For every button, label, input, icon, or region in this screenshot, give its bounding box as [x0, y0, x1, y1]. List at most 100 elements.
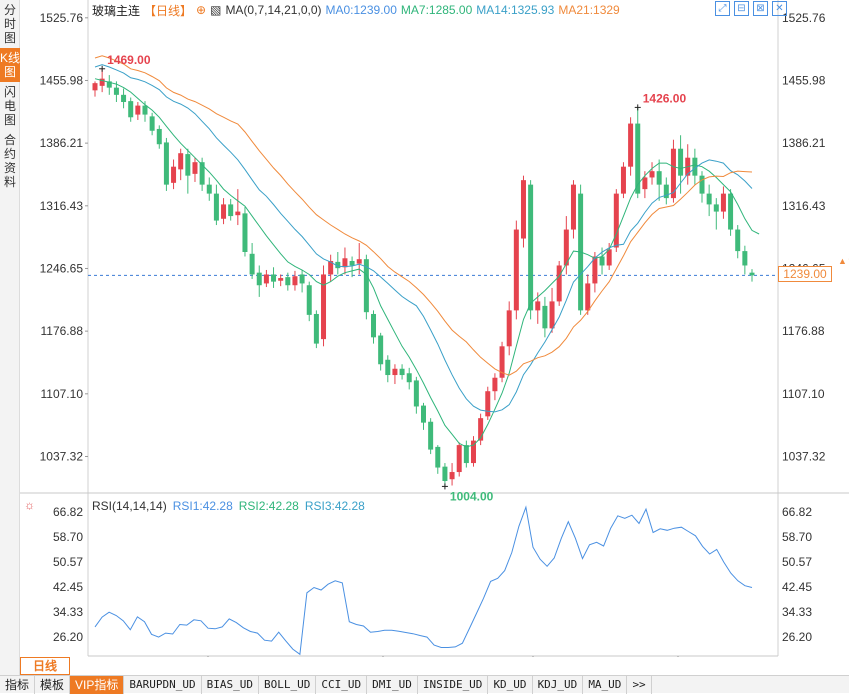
indicator-tab-1[interactable]: 模板 [35, 675, 71, 694]
minimize-icon[interactable]: ⊟ [734, 1, 749, 16]
candle-body[interactable] [613, 193, 619, 248]
candle-body[interactable] [335, 261, 341, 269]
indicator-tab-10[interactable]: KDJ_UD [533, 675, 584, 694]
candle-body[interactable] [113, 87, 119, 95]
candle-body[interactable] [478, 418, 484, 441]
candle-body[interactable] [620, 166, 626, 194]
indicator-tab-11[interactable]: MA_UD [583, 675, 628, 694]
candle-body[interactable] [185, 154, 191, 176]
candle-body[interactable] [606, 249, 612, 266]
candle-body[interactable] [306, 285, 312, 315]
indicator-tab-3[interactable]: BARUPDN_UD [124, 675, 202, 694]
candle-body[interactable] [149, 116, 155, 131]
sidebar-tab-0[interactable]: 分时图 [3, 3, 16, 45]
candle-body[interactable] [599, 256, 605, 266]
sidebar-tab-1[interactable]: K线图 [0, 48, 20, 82]
candle-body[interactable] [463, 445, 469, 464]
candle-body[interactable] [278, 278, 284, 281]
candle-body[interactable] [456, 445, 462, 473]
candle-body[interactable] [313, 313, 319, 344]
kline-chart[interactable]: 1525.76 1525.76 1455.98 1455.98 1386.21 1386.… [20, 0, 849, 657]
candle-body[interactable] [206, 184, 212, 194]
candle-body[interactable] [649, 171, 655, 178]
candle-body[interactable] [128, 101, 134, 118]
sidebar-tab-2[interactable]: 闪电图 [3, 85, 16, 127]
candle-body[interactable] [228, 204, 234, 217]
sidebar-tab-3[interactable]: 合约资料 [3, 133, 16, 189]
candle-body[interactable] [178, 153, 184, 170]
candle-body[interactable] [285, 277, 291, 286]
candle-body[interactable] [628, 123, 634, 167]
candle-body[interactable] [213, 193, 219, 221]
candle-body[interactable] [492, 377, 498, 392]
candle-body[interactable] [342, 258, 348, 268]
candle-body[interactable] [292, 276, 298, 286]
candle-body[interactable] [563, 229, 569, 266]
candle-body[interactable] [513, 229, 519, 311]
candle-body[interactable] [142, 105, 148, 115]
candle-body[interactable] [356, 259, 362, 264]
candle-body[interactable] [421, 405, 426, 423]
period-switch-icon[interactable]: ⊕ [196, 3, 207, 17]
candle-body[interactable] [99, 78, 105, 86]
ma-indicator-icon[interactable]: ▧ [210, 3, 222, 17]
candle-body[interactable] [549, 301, 555, 329]
expand-icon[interactable]: ⤢ [715, 1, 730, 16]
rsi-params-label[interactable]: RSI(14,14,14) [92, 499, 167, 513]
candle-body[interactable] [221, 204, 227, 219]
candle-body[interactable] [442, 466, 448, 482]
indicator-tab-0[interactable]: 指标 [0, 675, 36, 694]
candle-body[interactable] [349, 260, 355, 266]
candle-body[interactable] [470, 440, 476, 464]
candle-body[interactable] [363, 259, 369, 313]
candle-body[interactable] [121, 94, 127, 103]
candle-body[interactable] [235, 211, 241, 216]
candle-body[interactable] [249, 253, 255, 275]
indicator-tab-9[interactable]: KD_UD [488, 675, 533, 694]
candle-body[interactable] [299, 274, 305, 284]
candle-body[interactable] [720, 193, 726, 212]
candle-body[interactable] [520, 180, 526, 239]
candle-body[interactable] [535, 301, 541, 311]
candle-body[interactable] [256, 272, 262, 286]
candle-body[interactable] [570, 184, 576, 230]
candle-body[interactable] [435, 446, 441, 468]
candle-body[interactable] [585, 283, 591, 311]
candle-body[interactable] [670, 148, 676, 199]
indicator-tab-4[interactable]: BIAS_UD [202, 675, 259, 694]
candle-body[interactable] [163, 142, 169, 185]
candle-body[interactable] [635, 123, 641, 194]
candle-body[interactable] [728, 193, 734, 230]
indicator-tab-12[interactable]: >> [627, 675, 652, 694]
candle-body[interactable] [135, 105, 141, 115]
candle-body[interactable] [106, 81, 112, 88]
candle-body[interactable] [263, 274, 269, 284]
period-label[interactable]: 【日线】 [144, 3, 193, 18]
period-button[interactable]: 日线 [20, 657, 70, 675]
restore-icon[interactable]: ⊠ [753, 1, 768, 16]
candle-body[interactable] [592, 256, 598, 284]
candle-body[interactable] [556, 265, 562, 302]
candle-body[interactable] [706, 193, 712, 205]
candle-body[interactable] [378, 335, 384, 365]
candle-body[interactable] [528, 184, 534, 311]
candle-body[interactable] [92, 83, 98, 91]
candle-body[interactable] [399, 368, 405, 376]
candle-body[interactable] [506, 310, 512, 347]
candle-body[interactable] [713, 204, 719, 212]
candle-body[interactable] [156, 128, 162, 145]
candle-body[interactable] [678, 148, 684, 176]
candle-body[interactable] [321, 274, 327, 340]
price-tag-arrow-icon[interactable]: ▲▼ [838, 256, 849, 266]
candle-body[interactable] [663, 184, 669, 199]
candle-body[interactable] [699, 175, 705, 194]
candle-body[interactable] [171, 166, 177, 183]
rsi-settings-icon[interactable]: ☼ [24, 498, 35, 512]
candle-body[interactable] [406, 373, 412, 383]
candle-body[interactable] [742, 251, 748, 266]
candle-body[interactable] [735, 229, 741, 252]
candle-body[interactable] [392, 368, 398, 376]
ma-params-label[interactable]: MA(0,7,14,21,0,0) [225, 3, 322, 17]
candle-body[interactable] [371, 313, 377, 338]
candle-body[interactable] [328, 260, 334, 275]
